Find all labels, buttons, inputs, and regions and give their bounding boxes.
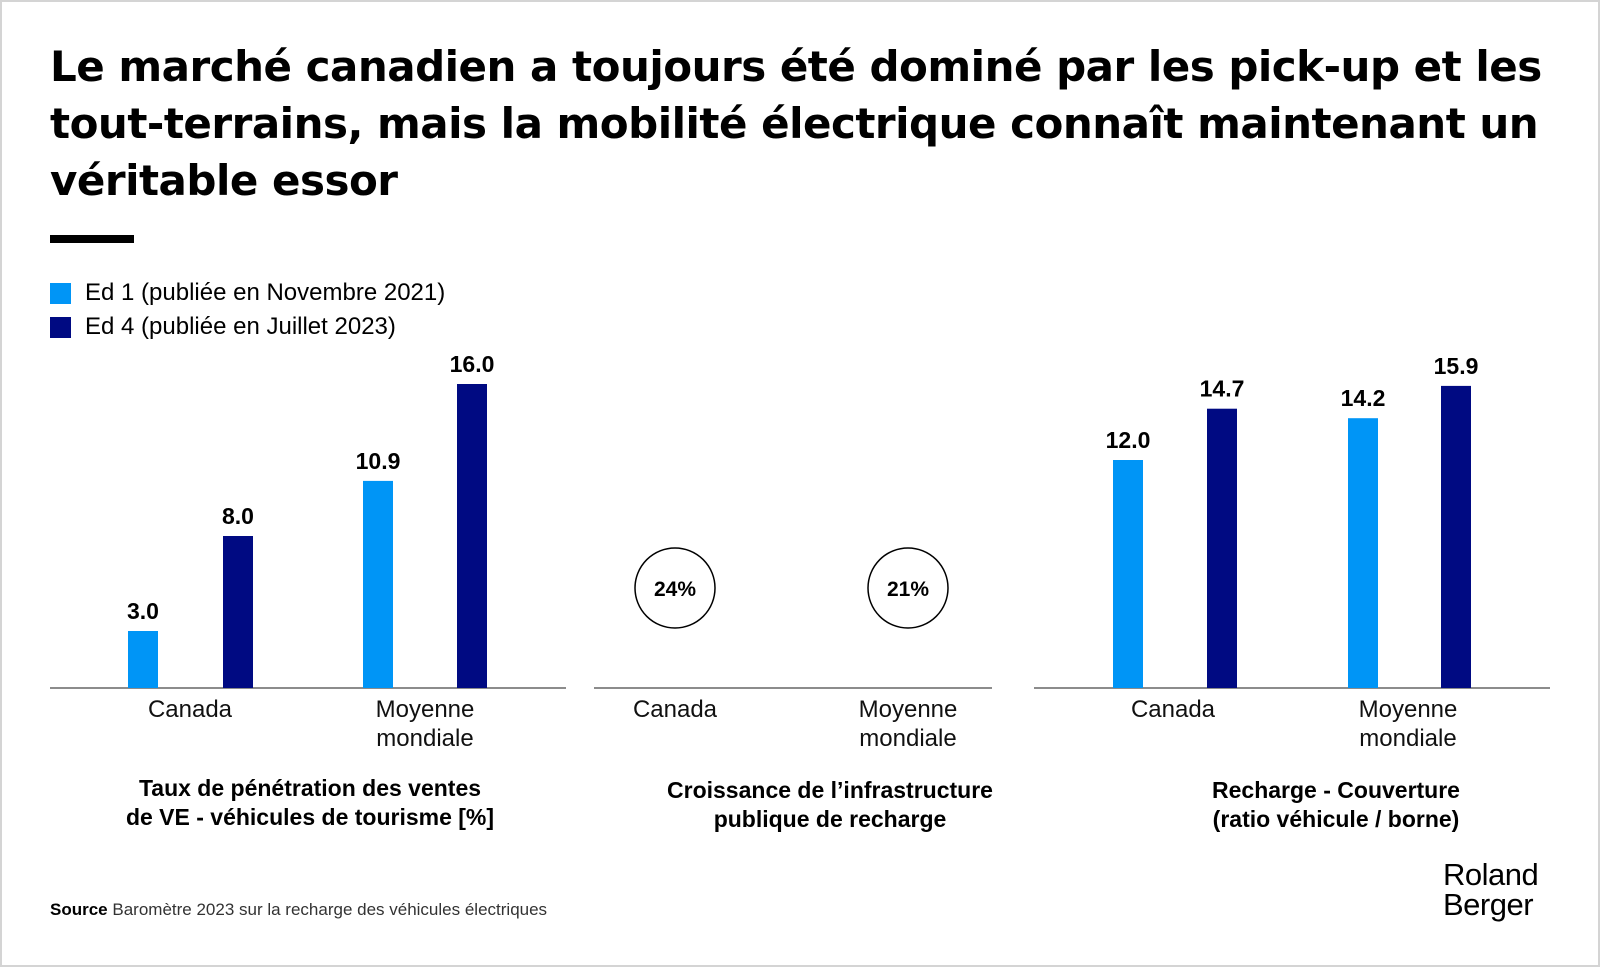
growth-value-cat2: 21% — [887, 578, 929, 601]
caption-coverage-line2: (ratio véhicule / borne) — [1212, 806, 1460, 832]
growth-circle-cat2 — [867, 547, 949, 629]
data-label-chart3-cat2-series1: 14.2 — [1341, 385, 1386, 411]
category-label-chart1-cat1-line1: Canada — [148, 696, 233, 723]
growth-circle-cat1 — [634, 547, 716, 629]
caption-coverage-line1: Recharge - Couverture — [1212, 777, 1460, 803]
category-label-chart1-cat2-line1: Moyenne — [376, 696, 475, 723]
bar-chart3-cat1-series2 — [1207, 408, 1237, 688]
bar-chart3-cat2-series2 — [1441, 385, 1471, 688]
source-note: Source Baromètre 2023 sur la recharge de… — [50, 900, 547, 920]
data-label-chart1-cat1-series1: 3.0 — [127, 598, 159, 624]
category-label-chart2-cat1-line1: Canada — [633, 696, 718, 723]
caption-penetration-line1: Taux de pénétration des ventes — [138, 775, 482, 801]
roland-berger-logo: Roland Berger — [1443, 857, 1539, 922]
bar-chart1-cat2-series1 — [363, 480, 393, 688]
logo-line1: Roland — [1443, 857, 1539, 892]
legend: Ed 1 (publiée en Novembre 2021) Ed 4 (pu… — [50, 276, 445, 344]
caption-infrastructure-line2: publique de recharge — [713, 806, 947, 832]
category-label-chart3-cat2-line2: mondiale — [1359, 725, 1456, 752]
legend-label-ed4: Ed 4 (publiée en Juillet 2023) — [85, 313, 396, 340]
legend-item-ed4: Ed 4 (publiée en Juillet 2023) — [50, 310, 445, 344]
source-label: Source — [50, 900, 108, 919]
category-label-chart3-cat2-line1: Moyenne — [1359, 696, 1458, 723]
growth-value-cat1: 24% — [654, 578, 696, 601]
bar-chart1-cat1-series1 — [128, 631, 158, 688]
category-label-chart2-cat2-line2: mondiale — [859, 725, 956, 752]
title-underline — [50, 235, 134, 243]
source-text: Baromètre 2023 sur la recharge des véhic… — [112, 900, 548, 919]
caption-coverage: Recharge - Couverture (ratio véhicule / … — [1086, 776, 1586, 834]
bar-chart1-cat2-series2 — [457, 384, 487, 688]
caption-infrastructure: Croissance de l’infrastructure publique … — [600, 776, 1060, 834]
caption-penetration-line2: de VE - véhicules de tourisme [%] — [125, 804, 495, 830]
bar-chart1-cat1-series2 — [223, 536, 253, 688]
legend-label-ed1: Ed 1 (publiée en Novembre 2021) — [85, 279, 446, 306]
logo-line2: Berger — [1443, 887, 1534, 922]
legend-swatch-ed4 — [50, 316, 71, 338]
data-label-chart1-cat2-series1: 10.9 — [356, 448, 401, 474]
legend-swatch-ed1 — [50, 282, 71, 304]
page-title: Le marché canadien a toujours été dominé… — [50, 42, 1542, 205]
caption-penetration: Taux de pénétration des ventes de VE - v… — [60, 774, 560, 832]
caption-infrastructure-line1: Croissance de l’infrastructure — [667, 777, 993, 803]
data-label-chart3-cat2-series2: 15.9 — [1434, 353, 1479, 379]
category-label-chart1-cat2-line2: mondiale — [376, 725, 473, 752]
bar-chart3-cat1-series1 — [1113, 460, 1143, 688]
legend-item-ed1: Ed 1 (publiée en Novembre 2021) — [50, 276, 445, 310]
data-label-chart3-cat1-series2: 14.7 — [1200, 376, 1245, 402]
category-label-chart2-cat2-line1: Moyenne — [859, 696, 958, 723]
data-label-chart1-cat1-series2: 8.0 — [222, 503, 254, 529]
data-label-chart3-cat1-series1: 12.0 — [1106, 427, 1151, 453]
bar-chart3-cat2-series1 — [1348, 418, 1378, 688]
data-label-chart1-cat2-series2: 16.0 — [450, 351, 495, 377]
category-label-chart3-cat1-line1: Canada — [1131, 696, 1216, 723]
